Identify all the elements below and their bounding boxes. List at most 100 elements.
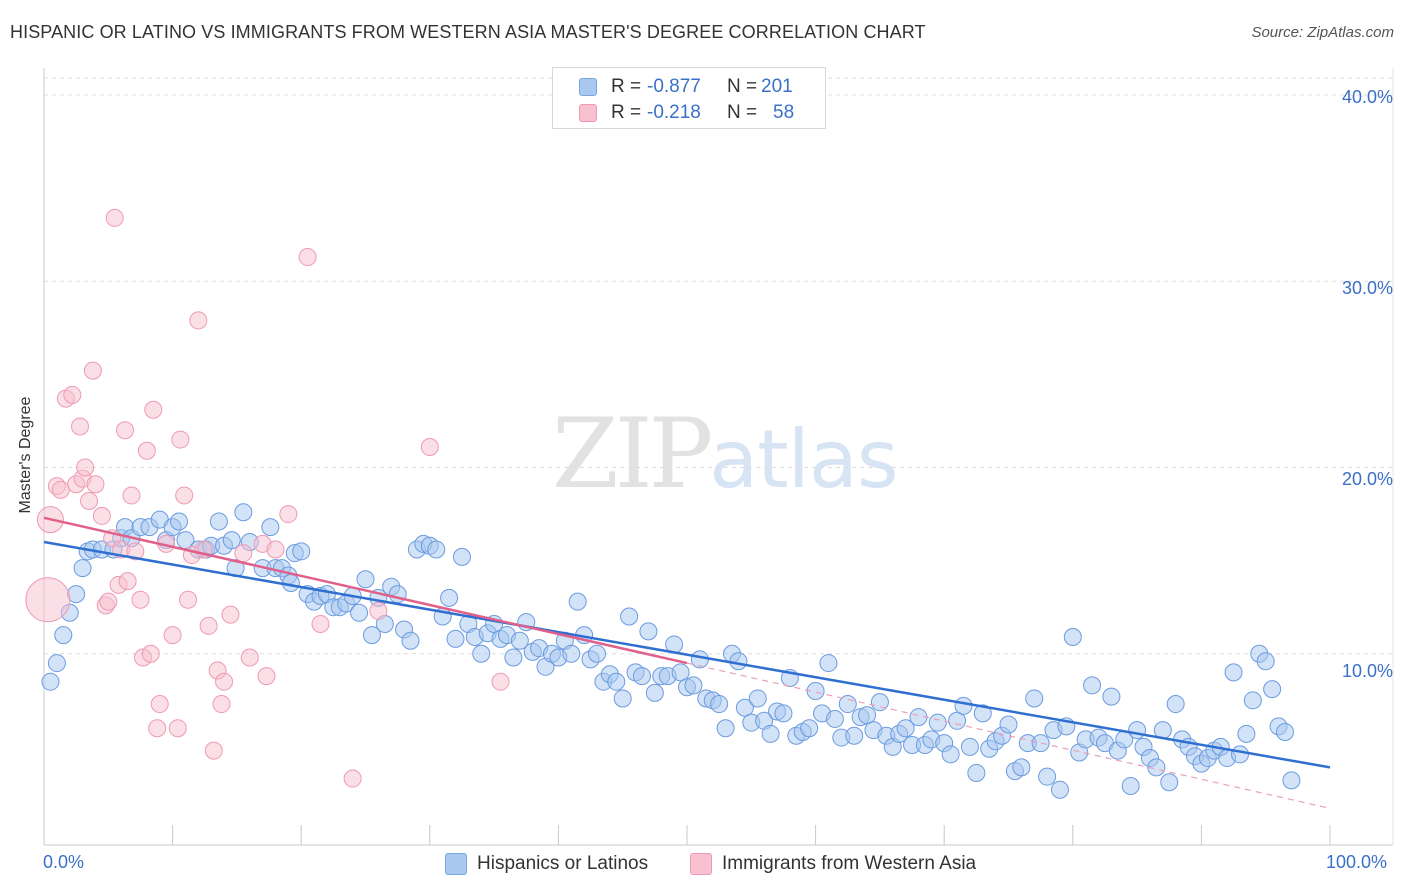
point-hispanic-169 [1147,758,1166,777]
x-tick-label-max: 100.0% [1326,852,1388,872]
point-hispanic-116 [806,682,825,700]
point-hispanic-184 [1243,691,1262,710]
point-western-asia-32 [163,626,182,645]
point-hispanic-102 [716,719,735,738]
point-hispanic-137 [941,745,960,764]
point-western-asia-44 [215,672,234,691]
point-western-asia-21 [118,572,137,591]
point-hispanic-18 [170,512,189,531]
point-western-asia-36 [179,590,198,609]
point-hispanic-154 [1050,780,1069,799]
point-hispanic-138 [948,711,967,730]
legend-item-western-asia[interactable]: Immigrants from Western Asia [690,850,976,878]
point-hispanic-152 [1038,767,1057,786]
point-western-asia-45 [221,605,240,624]
point-hispanic-82 [587,644,606,663]
watermark-atlas: atlas [709,413,898,506]
legend-swatch-hispanic [445,853,467,875]
point-hispanic-95 [671,663,690,682]
legend-swatch-western-asia [579,104,597,122]
point-western-asia-17 [105,208,124,227]
trendline-western-asia [43,516,688,665]
point-hispanic-122 [845,726,864,745]
point-hispanic-172 [1166,695,1185,714]
legend-n-value: 201 [761,76,793,97]
point-hispanic-166 [1128,721,1147,740]
legend-r-value: -0.877 [647,76,701,97]
legend-item-hispanic[interactable]: Hispanics or Latinos [445,850,648,878]
point-hispanic-150 [1025,689,1044,708]
point-western-asia-28 [144,400,163,419]
legend-swatch-hispanic [579,78,597,96]
point-western-asia-38 [189,311,208,330]
legend-label-hispanic: Hispanics or Latinos [477,853,649,874]
point-western-asia-54 [343,769,362,788]
legend-label-western-asia: Immigrants from Western Asia [722,853,977,874]
point-western-asia-15 [99,592,118,611]
legend-n-label: N = [727,102,758,123]
point-hispanic-109 [761,724,780,743]
point-western-asia-7 [71,417,90,436]
point-hispanic-47 [362,626,381,645]
point-western-asia-5 [63,385,82,404]
point-hispanic-86 [613,689,632,708]
point-western-asia-52 [298,248,317,267]
point-hispanic-25 [222,531,241,550]
point-hispanic-146 [999,715,1018,734]
point-hispanic-190 [1282,771,1301,790]
legend-row-western-asia: R = -0.218 N = 58 [579,100,794,126]
point-western-asia-57 [491,672,510,691]
point-hispanic-36 [292,542,311,561]
point-western-asia-11 [83,361,102,380]
point-hispanic-23 [209,512,228,531]
point-western-asia-12 [86,475,105,494]
point-hispanic-141 [967,763,986,782]
point-hispanic-139 [954,696,973,715]
point-hispanic-0 [41,672,60,691]
legend-n-value: 58 [773,102,795,123]
point-hispanic-79 [568,592,587,611]
point-hispanic-2 [54,626,73,645]
x-tick-label-min: 0.0% [43,852,85,872]
point-hispanic-101 [710,695,729,714]
y-tick-label-40: 40.0% [1341,87,1393,107]
point-western-asia-13 [92,506,111,525]
watermark: ZIPatlas [552,398,899,510]
point-western-asia-46 [234,544,253,563]
point-hispanic-90 [639,622,658,641]
point-western-asia-43 [212,695,231,714]
point-hispanic-1 [47,654,66,673]
point-western-asia-55 [369,601,388,620]
point-hispanic-115 [800,719,819,738]
y-tick-label-30: 30.0% [1341,278,1393,298]
point-western-asia-30 [150,695,169,714]
point-hispanic-91 [645,683,664,702]
point-western-asia-20 [116,421,135,440]
point-hispanic-135 [928,713,947,732]
point-western-asia-41 [204,741,223,760]
point-hispanic-156 [1063,627,1082,646]
point-hispanic-126 [870,693,889,712]
point-western-asia-9 [76,458,95,477]
point-hispanic-60 [446,629,465,648]
point-hispanic-165 [1121,776,1140,795]
point-hispanic-105 [735,698,754,717]
point-hispanic-183 [1237,724,1256,743]
point-hispanic-118 [819,654,838,673]
point-western-asia-56 [420,438,439,457]
point-hispanic-57 [427,540,446,559]
point-western-asia-53 [311,614,330,633]
legend-row-hispanic: R = -0.877 N = 201 [579,74,793,100]
point-western-asia-49 [257,667,276,686]
point-hispanic-107 [748,689,767,708]
point-hispanic-59 [440,588,459,607]
point-hispanic-182 [1230,745,1249,764]
point-hispanic-61 [452,547,471,566]
point-hispanic-130 [896,719,915,738]
point-western-asia-0 [25,577,71,623]
point-hispanic-124 [858,706,877,725]
point-hispanic-78 [562,644,581,663]
point-western-asia-29 [148,719,167,738]
point-hispanic-27 [234,503,253,522]
point-hispanic-148 [1012,758,1031,777]
